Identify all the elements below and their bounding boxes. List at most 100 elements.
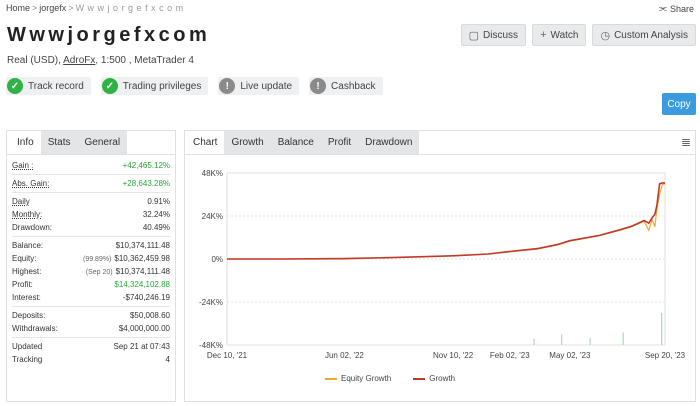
stat-label: Withdrawals: bbox=[12, 324, 58, 333]
account-type: Real (USD), bbox=[7, 55, 61, 66]
breadcrumb: Home > jorgefx > W w w j o r g e f x c o m bbox=[6, 3, 184, 13]
stat-value: -$740,246.19 bbox=[122, 293, 170, 302]
feature-label: Trading privileges bbox=[122, 80, 202, 92]
stat-balance: Balance: $10,374,111.48 bbox=[12, 239, 170, 252]
stat-label: Equity: bbox=[12, 254, 37, 263]
stat-label: Highest: bbox=[12, 267, 42, 276]
feature-badges: ✓ Track record ✓ Trading privileges ! Li… bbox=[6, 77, 383, 95]
legend-swatch bbox=[413, 377, 426, 380]
divider bbox=[12, 306, 170, 307]
legend-label: Growth bbox=[429, 374, 456, 383]
stat-label: Deposits: bbox=[12, 311, 46, 320]
stat-highest: Highest: (Sep 20) $10,374,111.48 bbox=[12, 265, 170, 278]
chart-settings-icon[interactable]: ≣ bbox=[680, 135, 691, 149]
y-tick-label: 24K% bbox=[202, 212, 223, 221]
series-line-equity-growth bbox=[227, 183, 666, 260]
x-tick-label: Sep 20, '23 bbox=[645, 351, 686, 360]
y-tick-label: 0% bbox=[211, 255, 223, 264]
page-title: Wwwjorgefxcom bbox=[7, 24, 211, 46]
stat-value: 4 bbox=[165, 355, 170, 364]
discuss-button[interactable]: ▢ Discuss bbox=[460, 24, 527, 46]
stat-value: 32.24% bbox=[142, 210, 170, 219]
x-tick-label: Nov 10, '22 bbox=[433, 351, 474, 360]
stat-label[interactable]: Abs. Gain: bbox=[12, 179, 50, 188]
stat-deposits: Deposits: $50,008.60 bbox=[12, 309, 170, 322]
stat-profit: Profit: $14,324,102.88 bbox=[12, 278, 170, 291]
stat-label: Balance: bbox=[12, 241, 44, 250]
stat-interest: Interest: -$740,246.19 bbox=[12, 291, 170, 304]
y-tick-label: -24K% bbox=[199, 298, 223, 307]
stat-value-group: (99.89%) $10,362,459.98 bbox=[83, 254, 170, 263]
x-tick-label: Jun 02, '22 bbox=[325, 351, 364, 360]
breadcrumb-separator: > bbox=[32, 3, 38, 13]
stat-value: +42,465.12% bbox=[122, 161, 170, 170]
copy-button[interactable]: Copy bbox=[662, 93, 696, 115]
stat-value: $14,324,102.88 bbox=[114, 280, 170, 289]
stat-label: Updated bbox=[12, 342, 43, 351]
plus-icon: + bbox=[540, 29, 547, 41]
feature-label: Track record bbox=[28, 80, 84, 92]
breadcrumb-current: W w w j o r g e f x c o m bbox=[75, 3, 184, 13]
legend-swatch bbox=[325, 377, 337, 380]
tab-drawdown[interactable]: Drawdown bbox=[358, 131, 420, 154]
check-icon: ✓ bbox=[7, 78, 23, 94]
breadcrumb-home-link[interactable]: Home bbox=[6, 3, 31, 13]
watch-label: Watch bbox=[550, 29, 579, 41]
stat-value: $10,362,459.98 bbox=[114, 254, 170, 263]
breadcrumb-user-link[interactable]: jorgefx bbox=[39, 3, 67, 13]
tab-info[interactable]: Info bbox=[7, 131, 41, 154]
feature-label: Live update bbox=[240, 80, 293, 92]
legend-item-equity-growth[interactable]: Equity Growth bbox=[325, 374, 391, 383]
stat-value: $10,374,111.48 bbox=[115, 241, 170, 250]
feature-track-record: ✓ Track record bbox=[6, 77, 91, 95]
divider bbox=[12, 236, 170, 237]
stat-note: (99.89%) bbox=[82, 256, 112, 263]
watch-button[interactable]: + Watch bbox=[532, 24, 587, 46]
tab-general[interactable]: General bbox=[77, 131, 128, 154]
stat-value: $10,374,111.48 bbox=[115, 267, 170, 276]
stat-equity: Equity: (99.89%) $10,362,459.98 bbox=[12, 252, 170, 265]
exclamation-icon: ! bbox=[219, 78, 236, 94]
share-button[interactable]: ⫘ Share bbox=[659, 3, 694, 14]
tab-chart[interactable]: Chart bbox=[185, 131, 225, 154]
custom-analysis-button[interactable]: ◷ Custom Analysis bbox=[592, 24, 696, 46]
broker-link[interactable]: AdroFx bbox=[63, 55, 96, 66]
stat-label: Tracking bbox=[12, 355, 43, 364]
tab-stats[interactable]: Stats bbox=[40, 131, 78, 154]
stat-value-group: (Sep 20) $10,374,111.48 bbox=[86, 267, 170, 276]
chat-icon: ▢ bbox=[468, 29, 480, 42]
stat-label[interactable]: Daily bbox=[12, 197, 30, 206]
chart-panel: Chart Growth Balance Profit Drawdown ≣ 4… bbox=[184, 130, 696, 402]
x-tick-label: Feb 02, '23 bbox=[490, 351, 530, 360]
stat-daily: Daily 0.91% bbox=[12, 195, 170, 208]
stat-value: $50,008.60 bbox=[129, 311, 170, 320]
tab-growth[interactable]: Growth bbox=[224, 131, 271, 154]
stat-value: Sep 21 at 07:43 bbox=[113, 342, 171, 351]
stat-label[interactable]: Gain : bbox=[12, 161, 34, 170]
stat-updated: Updated Sep 21 at 07:43 bbox=[12, 340, 170, 353]
divider bbox=[12, 192, 170, 193]
y-tick-label: 48K% bbox=[202, 169, 223, 178]
legend-label: Equity Growth bbox=[341, 374, 392, 383]
stat-abs-gain: Abs. Gain: +28,643.28% bbox=[12, 177, 170, 190]
stat-withdrawals: Withdrawals: $4,000,000.00 bbox=[12, 322, 170, 335]
check-icon: ✓ bbox=[101, 78, 118, 94]
tab-balance[interactable]: Balance bbox=[270, 131, 321, 154]
stat-label: Drawdown: bbox=[12, 223, 53, 232]
stat-tracking: Tracking 4 bbox=[12, 353, 170, 366]
growth-chart: 48K% 24K% 0% -24K% -48K%Dec 10, '21 Jun 02, '… bbox=[199, 169, 686, 360]
stat-value: 0.91% bbox=[147, 197, 170, 206]
stat-label[interactable]: Monthly: bbox=[12, 210, 43, 219]
legend-item-growth[interactable]: Growth bbox=[413, 374, 455, 383]
stats-list: Gain : +42,465.12% Abs. Gain: +28,643.28… bbox=[7, 155, 175, 366]
stat-note: (Sep 20) bbox=[85, 269, 113, 276]
account-subtitle: Real (USD), AdroFx, 1:500 , MetaTrader 4 bbox=[7, 55, 194, 66]
feature-live-update: ! Live update bbox=[218, 77, 300, 95]
share-icon: ⫘ bbox=[658, 3, 667, 13]
feature-trading-privileges: ✓ Trading privileges bbox=[100, 77, 209, 95]
stat-gain: Gain : +42,465.12% bbox=[12, 159, 170, 172]
tab-profit[interactable]: Profit bbox=[320, 131, 359, 154]
info-tabs: Info Stats General bbox=[7, 131, 175, 155]
x-tick-label: May 02, '23 bbox=[549, 351, 591, 360]
discuss-label: Discuss bbox=[483, 29, 519, 41]
